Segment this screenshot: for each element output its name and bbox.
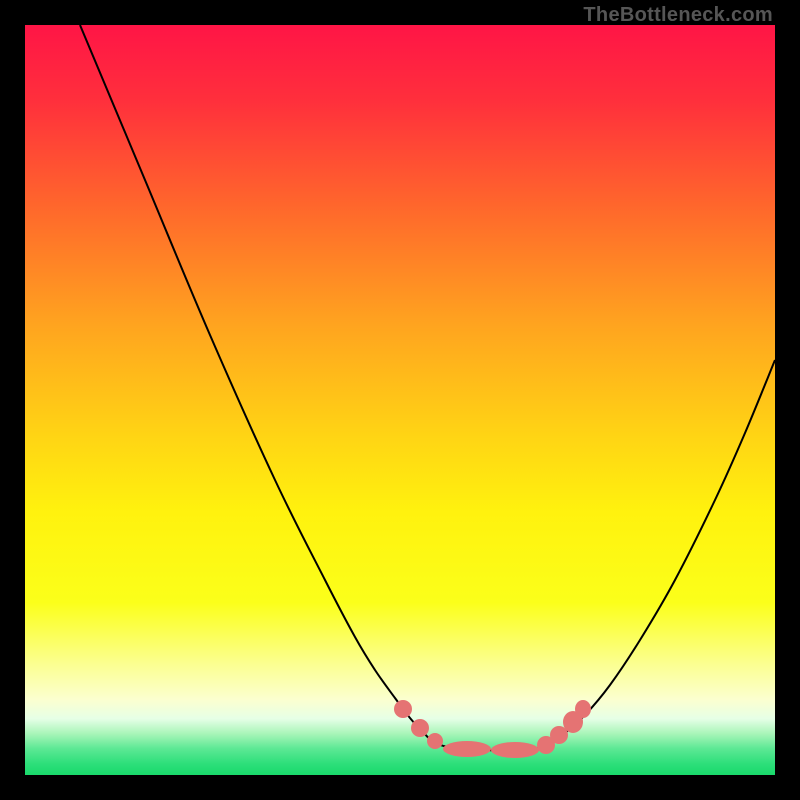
marker-point [427, 733, 443, 749]
plot-area [25, 25, 775, 775]
marker-point [491, 742, 539, 758]
marker-point [394, 700, 412, 718]
marker-point [575, 700, 591, 718]
watermark-text: TheBottleneck.com [583, 4, 773, 27]
marker-point [411, 719, 429, 737]
marker-point [443, 741, 491, 757]
bottleneck-curve [25, 25, 775, 775]
chart-container: TheBottleneck.com [0, 0, 800, 800]
